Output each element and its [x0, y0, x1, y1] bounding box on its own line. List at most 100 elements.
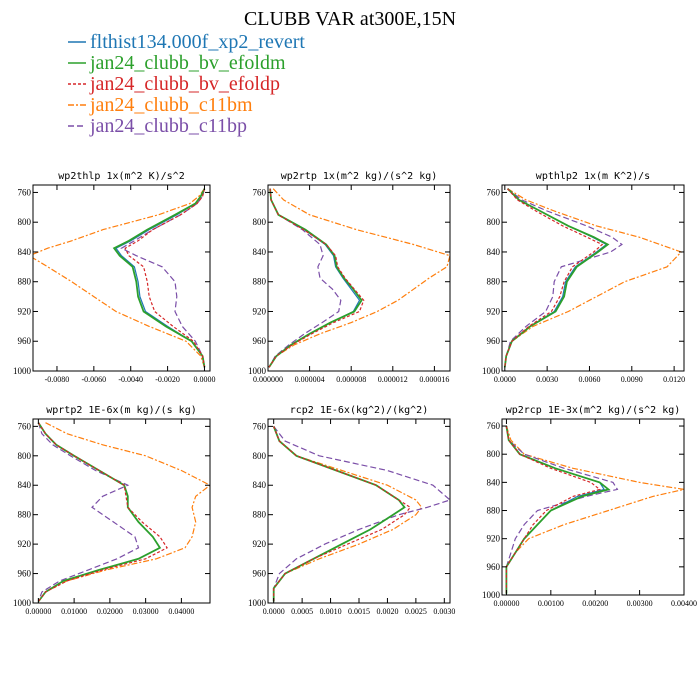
series-line	[112, 188, 206, 368]
y-tick-label: 760	[18, 421, 32, 431]
series-line	[124, 188, 206, 368]
y-tick-label: 880	[253, 277, 267, 287]
series-line	[504, 188, 608, 368]
figure-title: CLUBB VAR at300E,15N	[244, 8, 456, 30]
y-tick-label: 760	[253, 187, 267, 197]
legend-entry: jan24_clubb_bv_efoldm	[68, 52, 286, 74]
y-tick-label: 760	[18, 187, 32, 197]
panel: wprtp2 1E-6x(m kg)/(s kg) 760 800 840 880 920…	[13, 405, 211, 616]
panel-title: wpthlp2 1x(m K^2)/s	[536, 171, 650, 182]
y-tick-label: 960	[18, 336, 32, 346]
y-tick-label: 880	[487, 506, 501, 516]
x-tick-label: 0.000004	[295, 375, 325, 384]
panel-title: wp2rcp 1E-3x(m^2 kg)/(s^2 kg)	[506, 405, 681, 416]
y-tick-label: 960	[253, 569, 267, 579]
x-tick-label: 0.0020	[376, 607, 398, 616]
y-tick-label: 960	[18, 569, 32, 579]
x-tick-label: 0.0000	[494, 375, 516, 384]
panel: wp2rcp 1E-3x(m^2 kg)/(s^2 kg) 760 800 840 88…	[482, 405, 697, 608]
plot-area	[268, 188, 450, 368]
legend-entry: jan24_clubb_c11bm	[68, 94, 253, 116]
x-tick-label: 0.000008	[336, 375, 366, 384]
panel: wp2rtp 1x(m^2 kg)/(s^2 kg) 760 800 840 880 92…	[248, 171, 451, 384]
y-tick-label: 920	[487, 306, 501, 316]
series-line	[120, 188, 206, 368]
y-tick-label: 960	[487, 336, 501, 346]
x-tick-label: 0.02000	[97, 607, 123, 616]
axes-frame	[32, 418, 211, 604]
x-tick-label: 0.0030	[433, 607, 455, 616]
y-tick-label: 800	[487, 217, 501, 227]
y-tick-label: 800	[253, 451, 267, 461]
y-tick-label: 840	[18, 480, 32, 490]
x-tick-label: 0.000000	[253, 375, 283, 384]
y-tick-label: 840	[487, 477, 501, 487]
series-line	[273, 426, 450, 602]
x-tick-label: 0.00100	[538, 599, 564, 608]
y-tick-label: 960	[487, 562, 501, 572]
y-tick-label: 760	[487, 421, 501, 431]
plot-area	[33, 188, 206, 368]
y-tick-label: 920	[487, 534, 501, 544]
y-tick-label: 800	[253, 217, 267, 227]
panel-title: wprtp2 1E-6x(m kg)/(s kg)	[46, 405, 197, 416]
plot-area	[37, 422, 210, 603]
series-line	[273, 426, 412, 602]
y-tick-label: 920	[18, 306, 32, 316]
y-tick-label: 840	[253, 247, 267, 257]
series-line	[37, 422, 140, 602]
y-tick-label: 760	[253, 421, 267, 431]
x-tick-label: -0.0080	[45, 375, 70, 384]
y-tick-label: 840	[487, 247, 501, 257]
series-line	[503, 188, 610, 368]
plot-area	[503, 188, 683, 368]
axes-frame	[501, 184, 685, 372]
legend-entry: jan24_clubb_c11bp	[68, 115, 247, 137]
x-tick-label: 0.0005	[291, 607, 313, 616]
series-line	[272, 426, 406, 602]
y-tick-label: 1000	[482, 590, 501, 600]
series-line	[504, 188, 604, 368]
x-tick-label: -0.0040	[118, 375, 143, 384]
x-tick-label: -0.0060	[82, 375, 107, 384]
panel-title: wp2rtp 1x(m^2 kg)/(s^2 kg)	[281, 171, 438, 182]
x-tick-label: 0.000012	[378, 375, 408, 384]
legend-entry: flthist134.000f_xp2_revert	[68, 31, 305, 53]
x-tick-label: 0.0000	[263, 607, 285, 616]
panels: wp2thlp 1x(m^2 K)/s^2 760 800 840 880 920 960 1…	[13, 171, 697, 616]
series-line	[505, 425, 602, 594]
y-tick-label: 920	[253, 539, 267, 549]
axes-frame	[32, 184, 211, 372]
x-tick-label: 0.000016	[419, 375, 449, 384]
y-tick-label: 1000	[248, 366, 267, 376]
x-tick-label: -0.0020	[155, 375, 180, 384]
series-line	[37, 422, 162, 603]
y-tick-label: 800	[18, 451, 32, 461]
series-line	[33, 188, 206, 368]
series-line	[268, 188, 363, 368]
y-tick-label: 1000	[248, 598, 267, 608]
y-tick-label: 800	[18, 217, 32, 227]
x-tick-label: 0.04000	[168, 607, 194, 616]
x-tick-label: 0.0000	[193, 375, 215, 384]
series-line	[37, 422, 168, 602]
x-tick-label: 0.0030	[536, 375, 558, 384]
legend-label: flthist134.000f_xp2_revert	[90, 31, 305, 53]
y-tick-label: 840	[18, 247, 32, 257]
panel: wpthlp2 1x(m K^2)/s 760 800 840 880 920 960 100…	[482, 171, 685, 384]
x-tick-label: 0.0010	[320, 607, 342, 616]
panel: rcp2 1E-6x(kg^2)/(kg^2) 760 800 840 880 920 96…	[248, 405, 455, 616]
series-line	[505, 425, 684, 594]
y-tick-label: 1000	[13, 598, 32, 608]
legend-label: jan24_clubb_bv_efoldm	[89, 52, 286, 74]
x-tick-label: 0.0060	[578, 375, 600, 384]
axes-frame	[267, 184, 451, 372]
y-tick-label: 920	[253, 306, 267, 316]
x-tick-label: 0.03000	[133, 607, 159, 616]
x-tick-label: 0.00000	[25, 607, 51, 616]
series-line	[268, 188, 361, 368]
y-tick-label: 800	[487, 449, 501, 459]
x-tick-label: 0.00400	[671, 599, 697, 608]
legend-label: jan24_clubb_bv_efoldp	[89, 73, 280, 95]
